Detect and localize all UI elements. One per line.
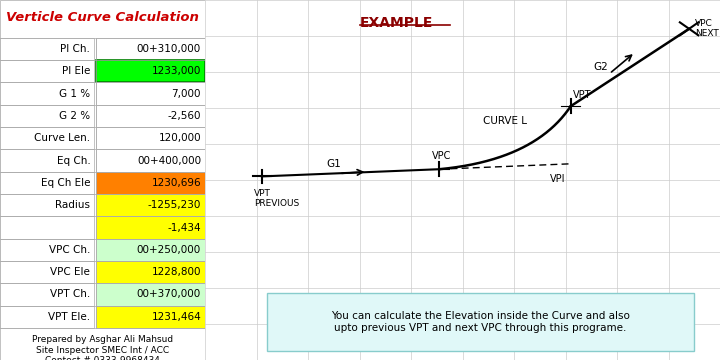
Text: 1228,800: 1228,800 [152,267,201,277]
Text: CURVE L: CURVE L [483,116,527,126]
Text: Verticle Curve Calculation: Verticle Curve Calculation [6,11,199,24]
Bar [0,216,94,239]
Text: VPC Ch.: VPC Ch. [49,245,90,255]
Bar [96,194,205,216]
Text: 00+250,000: 00+250,000 [137,245,201,255]
Bar [0,306,94,328]
Bar [0,105,94,127]
Bar [96,306,205,328]
Text: Eq Ch.: Eq Ch. [57,156,90,166]
Text: PI Ele: PI Ele [62,66,90,76]
Text: 1230,696: 1230,696 [151,178,201,188]
Bar [96,105,205,127]
Text: VPT Ch.: VPT Ch. [50,289,90,300]
Bar [96,172,205,194]
Text: VPT Ele.: VPT Ele. [48,312,90,322]
Bar [0,82,94,105]
Text: Eq Ch Ele: Eq Ch Ele [41,178,90,188]
Bar [96,82,205,105]
Bar [96,38,205,60]
Text: 00+310,000: 00+310,000 [137,44,201,54]
Text: 7,000: 7,000 [171,89,201,99]
Bar [0,194,94,216]
Bar [0,239,94,261]
Text: 00+400,000: 00+400,000 [137,156,201,166]
Text: 00+370,000: 00+370,000 [137,289,201,300]
Text: G 2 %: G 2 % [59,111,90,121]
Bar [0,149,94,172]
Bar [0,283,94,306]
Bar [96,127,205,149]
Text: VPC
NEXT: VPC NEXT [696,19,719,39]
Text: You can calculate the Elevation inside the Curve and also
upto previous VPT and : You can calculate the Elevation inside t… [331,311,630,333]
Bar [0,261,94,283]
Text: -1255,230: -1255,230 [148,200,201,210]
Text: G1: G1 [326,159,341,169]
Text: 1231,464: 1231,464 [151,312,201,322]
Text: Radius: Radius [55,200,90,210]
Text: PI Ch.: PI Ch. [60,44,90,54]
Text: -1,434: -1,434 [168,222,201,233]
Text: G 1 %: G 1 % [59,89,90,99]
Bar [0,60,94,82]
Bar [0,38,94,60]
Bar [96,149,205,172]
Text: G2: G2 [594,62,608,72]
Text: VPT: VPT [573,90,592,100]
Text: 120,000: 120,000 [158,133,201,143]
Text: Curve Len.: Curve Len. [34,133,90,143]
Text: VPT
PREVIOUS: VPT PREVIOUS [254,189,300,208]
Bar [96,261,205,283]
Text: 1233,000: 1233,000 [152,66,201,76]
Text: VPI: VPI [550,174,566,184]
Text: EXAMPLE: EXAMPLE [360,16,433,30]
Bar [96,283,205,306]
Bar [96,216,205,239]
Text: VPC Ele: VPC Ele [50,267,90,277]
Bar [96,239,205,261]
Bar [96,60,205,82]
Bar [0,172,94,194]
Bar [0,127,94,149]
Text: -2,560: -2,560 [168,111,201,121]
Text: VPC: VPC [432,151,451,161]
Text: Prepared by Asghar Ali Mahsud
Site Inspector SMEC Int / ACC
Contect # 0333-99684: Prepared by Asghar Ali Mahsud Site Inspe… [32,335,174,360]
Bar [267,293,694,351]
